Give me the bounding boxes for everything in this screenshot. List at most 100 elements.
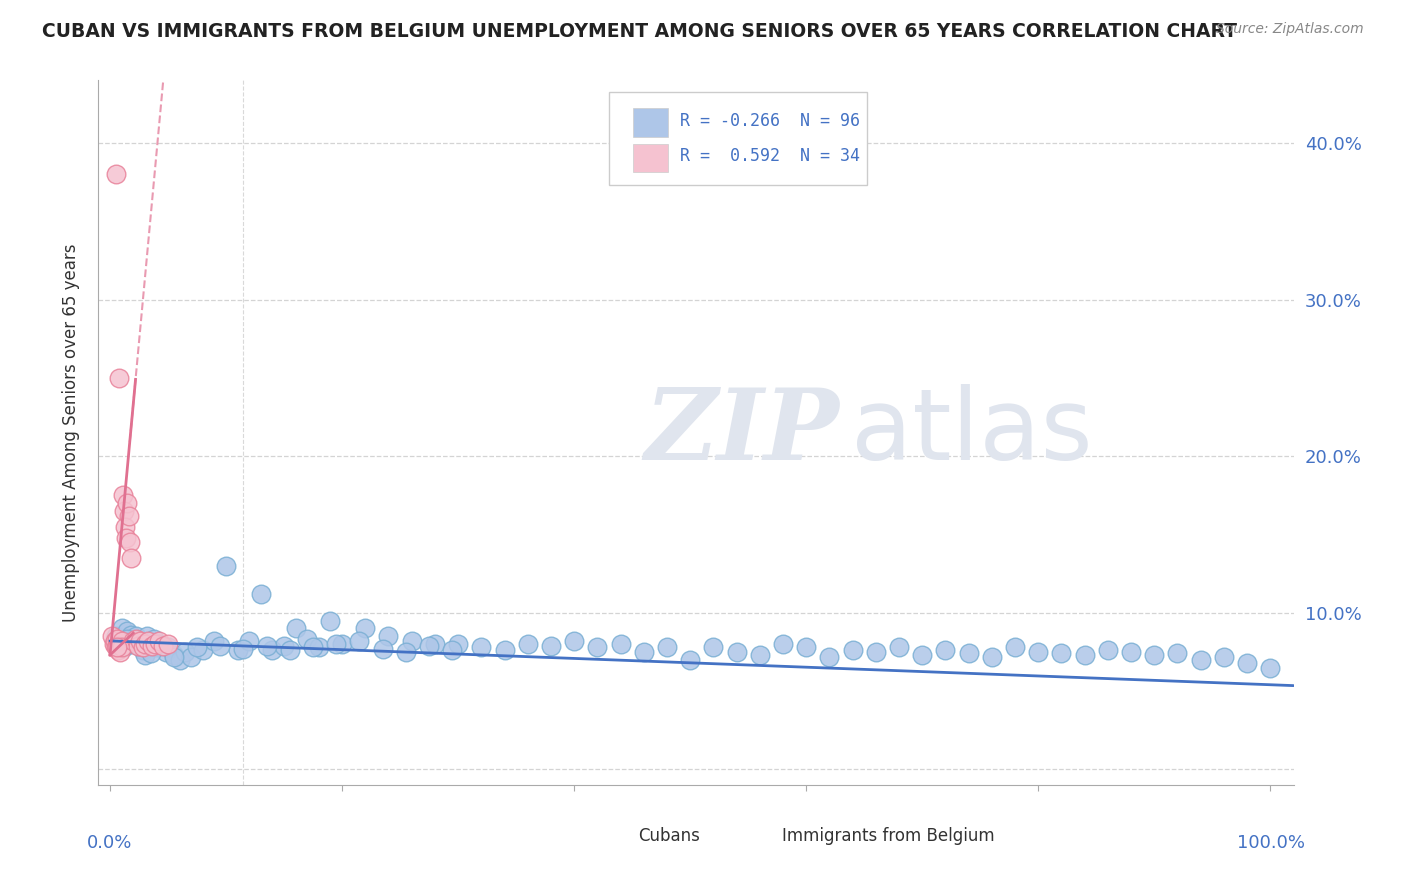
Point: [284, 621, 307, 635]
Point: [418, 639, 440, 653]
Point: [136, 633, 159, 648]
Point: [470, 640, 492, 655]
Point: [157, 637, 180, 651]
Point: [127, 633, 149, 648]
Point: [1166, 647, 1188, 661]
Point: [655, 640, 678, 655]
Point: [441, 643, 464, 657]
Point: [108, 371, 131, 385]
Point: [540, 639, 562, 653]
Point: [841, 643, 863, 657]
Point: [131, 643, 153, 657]
Point: [104, 633, 127, 648]
Point: [586, 640, 609, 655]
Point: [108, 640, 131, 655]
Point: [120, 627, 142, 641]
Point: [371, 641, 394, 656]
Text: Immigrants from Belgium: Immigrants from Belgium: [782, 827, 994, 845]
Point: [725, 645, 748, 659]
Point: [562, 633, 585, 648]
Point: [117, 508, 139, 523]
Point: [129, 633, 152, 648]
Point: [134, 648, 156, 662]
Point: [1097, 643, 1119, 657]
Text: R =  0.592  N = 34: R = 0.592 N = 34: [681, 147, 860, 165]
Point: [887, 640, 910, 655]
Point: [215, 558, 238, 573]
Point: [772, 637, 794, 651]
Point: [111, 621, 134, 635]
Point: [101, 629, 124, 643]
Point: [1119, 645, 1142, 659]
Point: [104, 167, 127, 181]
Point: [131, 640, 153, 655]
Point: [108, 633, 131, 648]
Point: [679, 653, 702, 667]
Point: [330, 637, 353, 651]
Point: [127, 639, 149, 653]
Point: [111, 488, 134, 502]
Point: [112, 504, 135, 518]
Point: [128, 639, 150, 653]
Point: [516, 637, 538, 651]
Point: [250, 587, 273, 601]
Point: [818, 649, 841, 664]
Point: [105, 640, 128, 655]
Point: [120, 550, 142, 565]
Point: [204, 633, 226, 648]
Point: [169, 653, 191, 667]
Point: [117, 632, 139, 647]
Point: [186, 640, 208, 655]
Point: [117, 624, 139, 639]
Point: [609, 637, 631, 651]
Point: [297, 632, 319, 647]
Point: [256, 639, 278, 653]
Point: [152, 639, 174, 653]
Point: [155, 645, 177, 659]
Point: [319, 614, 342, 628]
Point: [124, 632, 146, 647]
Point: [278, 643, 301, 657]
Point: [934, 643, 956, 657]
Point: [1236, 656, 1258, 670]
Point: [157, 640, 180, 655]
Point: [302, 640, 325, 655]
Point: [232, 641, 254, 656]
Point: [111, 640, 134, 655]
Point: [110, 645, 132, 659]
Point: [124, 629, 146, 643]
Point: [105, 632, 128, 647]
Point: [325, 637, 347, 651]
Point: [238, 633, 260, 648]
Point: [262, 643, 284, 657]
Point: [117, 496, 139, 510]
Point: [107, 643, 129, 657]
Point: [748, 648, 770, 662]
Point: [447, 637, 470, 651]
Bar: [633, 144, 668, 172]
Bar: [744, 823, 770, 848]
Text: 100.0%: 100.0%: [1237, 834, 1306, 852]
Text: R = -0.266  N = 96: R = -0.266 N = 96: [681, 112, 860, 130]
Point: [104, 629, 127, 643]
Point: [794, 640, 817, 655]
Point: [1026, 645, 1049, 659]
Point: [1004, 640, 1026, 655]
Point: [117, 632, 139, 647]
Point: [395, 645, 418, 659]
FancyBboxPatch shape: [609, 92, 868, 185]
Point: [143, 632, 166, 647]
Point: [354, 621, 377, 635]
Point: [911, 648, 934, 662]
Point: [980, 649, 1002, 664]
Point: [139, 639, 162, 653]
Point: [163, 649, 186, 664]
Point: [273, 639, 295, 653]
Point: [148, 637, 170, 651]
Point: [115, 531, 138, 545]
Text: Cubans: Cubans: [638, 827, 700, 845]
Point: [209, 639, 232, 653]
Point: [122, 633, 145, 648]
Point: [308, 640, 330, 655]
Point: [180, 649, 202, 664]
